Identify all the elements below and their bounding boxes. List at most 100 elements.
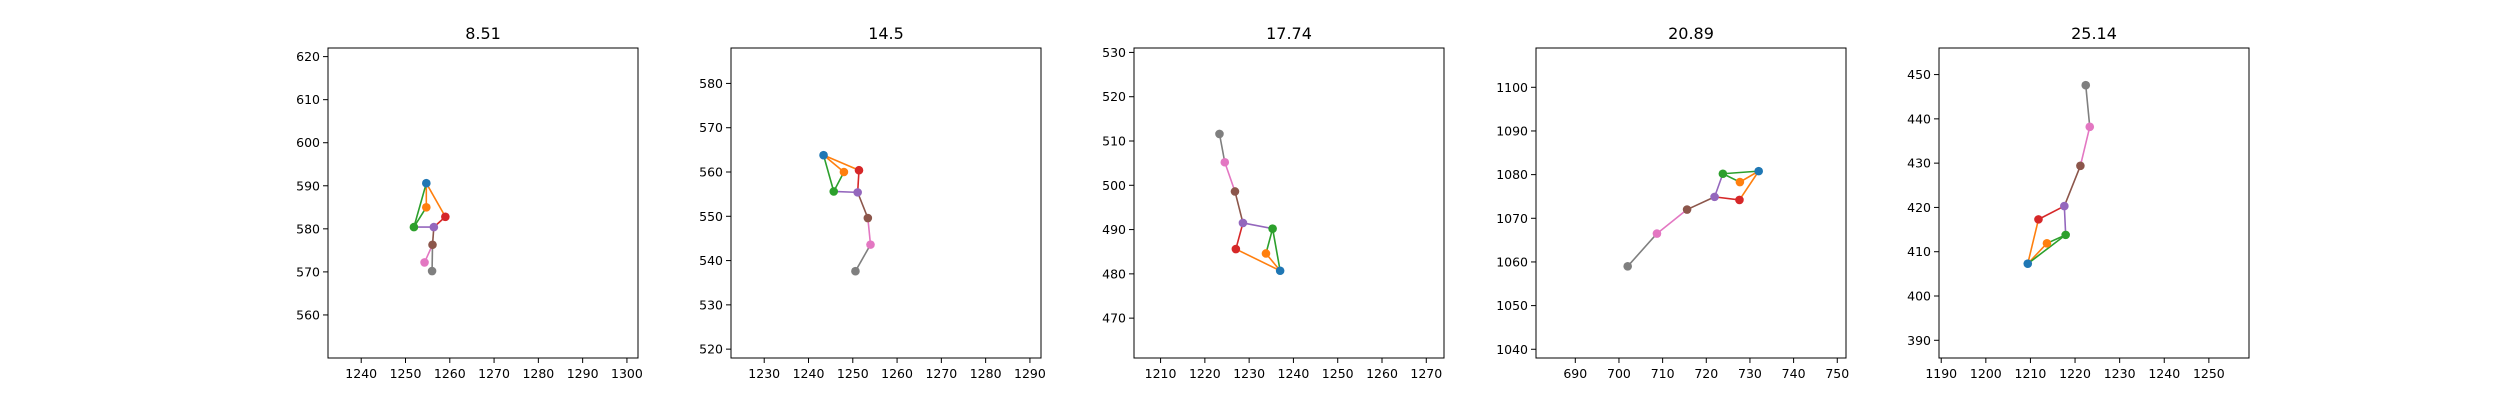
- data-point: [1215, 129, 1224, 139]
- x-tick-label: 730: [1738, 366, 1762, 381]
- x-tick-label: 1260: [1366, 366, 1398, 381]
- y-tick-label: 1040: [1496, 342, 1528, 357]
- data-point: [839, 167, 849, 177]
- y-tick-label: 410: [1907, 244, 1931, 259]
- x-tick-label: 1240: [1278, 366, 1310, 381]
- data-point: [851, 266, 860, 276]
- data-point: [422, 203, 431, 212]
- data-point: [2060, 201, 2069, 211]
- y-tick-label: 580: [699, 76, 723, 91]
- y-tick-label: 530: [1102, 45, 1126, 60]
- x-tick-label: 1270: [1410, 366, 1442, 381]
- y-tick-label: 560: [296, 307, 320, 322]
- data-point: [2061, 230, 2070, 240]
- x-tick-label: 1210: [1145, 366, 1177, 381]
- data-point: [854, 165, 864, 175]
- skeleton-segment: [1686, 196, 1715, 211]
- x-tick-label: 1220: [2059, 366, 2091, 381]
- y-tick-label: 480: [1102, 266, 1126, 281]
- x-tick-label: 1300: [611, 366, 643, 381]
- data-point: [1268, 224, 1277, 233]
- data-point: [1682, 205, 1692, 214]
- y-tick-label: 490: [1102, 222, 1126, 237]
- data-point: [1275, 266, 1285, 276]
- chart-title: 25.14: [2071, 24, 2117, 43]
- y-tick-label: 1100: [1496, 80, 1528, 95]
- data-point: [1754, 166, 1763, 176]
- data-point: [2076, 161, 2085, 171]
- x-tick-label: 1220: [1189, 366, 1221, 381]
- data-point: [2081, 80, 2091, 90]
- data-point: [829, 187, 839, 196]
- skeleton-segment: [2038, 205, 2065, 221]
- x-tick-label: 1240: [345, 366, 377, 381]
- data-point: [1710, 192, 1719, 202]
- skeleton-segment: [823, 154, 845, 173]
- x-tick-label: 1260: [434, 366, 466, 381]
- y-tick-label: 550: [699, 209, 723, 224]
- x-tick-label: 1240: [2148, 366, 2180, 381]
- subplot-1: 8.51 1240 1250 1260 1270 1280 1290 1300 560 570 58…: [296, 24, 643, 381]
- skeleton-segment: [854, 244, 872, 272]
- x-tick-label: 690: [1563, 366, 1587, 381]
- skeleton-segment: [1234, 191, 1244, 224]
- skeleton-segment: [2084, 85, 2091, 127]
- y-tick-label: 400: [1907, 289, 1931, 304]
- x-tick-label: 1260: [881, 366, 913, 381]
- x-tick-label: 710: [1651, 366, 1675, 381]
- y-tick-label: 500: [1102, 178, 1126, 193]
- skeleton-segment: [413, 182, 428, 228]
- data-point: [409, 222, 419, 232]
- y-tick-label: 520: [1102, 89, 1126, 104]
- y-tick-label: 570: [699, 120, 723, 135]
- y-tick-label: 1080: [1496, 167, 1528, 182]
- x-tick-label: 720: [1694, 366, 1718, 381]
- data-point: [2023, 259, 2033, 268]
- skeleton-segment: [1656, 208, 1688, 235]
- plot-frame: [730, 47, 1042, 359]
- y-tick-label: 590: [296, 178, 320, 193]
- data-point: [819, 150, 828, 160]
- skeleton-segment: [1271, 228, 1281, 271]
- data-point: [1718, 169, 1728, 179]
- skeleton-segment: [823, 154, 860, 171]
- x-tick-label: 1190: [1925, 366, 1957, 381]
- data-point: [2042, 239, 2052, 248]
- chart-title: 14.5: [868, 24, 904, 43]
- skeleton-segment: [1738, 170, 1760, 201]
- y-tick-label: 470: [1102, 311, 1126, 326]
- plot-frame: [1133, 47, 1445, 359]
- data-point: [1623, 262, 1632, 271]
- x-tick-label: 1250: [2193, 366, 2225, 381]
- subplot-2: 14.5 1230 1240 1250 1260 1270 1280 1290 520 530 54…: [699, 24, 1046, 381]
- subplot-4: 20.89 690 700 710 720 730 740 750 1040 1050 1060 10…: [1496, 24, 1849, 381]
- skeleton-segment: [2063, 165, 2082, 207]
- x-tick-label: 1200: [1970, 366, 2002, 381]
- y-tick-label: 560: [699, 165, 723, 180]
- y-tick-label: 1060: [1496, 254, 1528, 269]
- y-tick-label: 610: [296, 92, 320, 107]
- x-tick-label: 1250: [1322, 366, 1354, 381]
- x-tick-label: 1270: [478, 366, 510, 381]
- plot-frame: [1938, 47, 2250, 359]
- data-point: [428, 240, 437, 250]
- y-tick-label: 570: [296, 264, 320, 279]
- y-tick-label: 620: [296, 49, 320, 64]
- x-tick-label: 700: [1607, 366, 1631, 381]
- data-point: [1652, 229, 1662, 238]
- x-tick-label: 1270: [925, 366, 957, 381]
- data-point: [853, 188, 862, 197]
- data-point: [422, 178, 431, 188]
- y-tick-label: 390: [1907, 333, 1931, 348]
- skeleton-segment: [2063, 206, 2067, 235]
- data-point: [1261, 249, 1271, 258]
- skeleton-segment: [2027, 234, 2067, 265]
- skeleton-segment: [2079, 126, 2091, 166]
- x-tick-label: 1290: [567, 366, 599, 381]
- data-point: [1231, 244, 1241, 254]
- x-tick-label: 1230: [2104, 366, 2136, 381]
- y-tick-label: 1070: [1496, 211, 1528, 226]
- y-tick-label: 520: [699, 342, 723, 357]
- data-point: [429, 222, 439, 232]
- y-tick-label: 420: [1907, 200, 1931, 215]
